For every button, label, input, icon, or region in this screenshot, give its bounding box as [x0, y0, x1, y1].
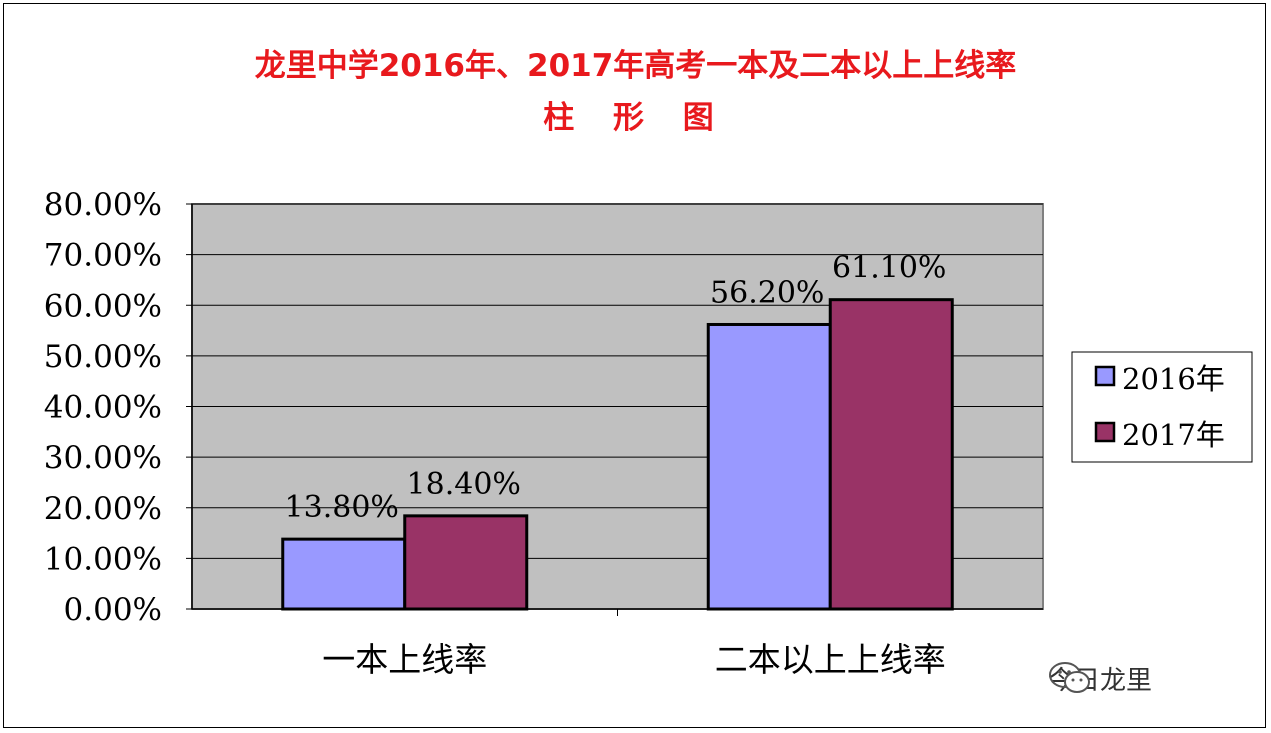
- data-label: 18.40%: [407, 467, 521, 502]
- legend-swatch: [1094, 421, 1116, 443]
- bar: [281, 537, 407, 611]
- chart-title: 龙里中学2016年、2017年高考一本及二本以上上线率: [254, 48, 1017, 84]
- x-tick-label: 二本以上上线率: [715, 640, 946, 679]
- chart-subtitle: 柱 形 图: [543, 100, 728, 136]
- y-tick-label: 70.00%: [44, 238, 162, 274]
- y-tick-label: 60.00%: [44, 288, 162, 324]
- y-tick-label: 80.00%: [44, 187, 162, 223]
- bar: [828, 298, 954, 611]
- y-tick-label: 40.00%: [44, 390, 162, 426]
- y-tick-label: 30.00%: [44, 440, 162, 476]
- data-label: 61.10%: [832, 251, 946, 286]
- data-label: 56.20%: [710, 275, 824, 310]
- bar: [403, 514, 529, 611]
- y-tick-label: 10.00%: [44, 541, 162, 577]
- legend-swatch: [1094, 365, 1116, 387]
- bar: [706, 322, 832, 611]
- y-tick-label: 50.00%: [44, 339, 162, 375]
- y-tick-label: 0.00%: [64, 592, 162, 628]
- data-label: 13.80%: [285, 490, 399, 525]
- y-tick-label: 20.00%: [44, 491, 162, 527]
- wechat-icon: [1049, 662, 1090, 693]
- legend-label: 2017年: [1122, 418, 1225, 452]
- x-tick-label: 一本上线率: [322, 640, 487, 679]
- watermark: 今日龙里: [1048, 660, 1152, 697]
- legend-label: 2016年: [1122, 362, 1225, 396]
